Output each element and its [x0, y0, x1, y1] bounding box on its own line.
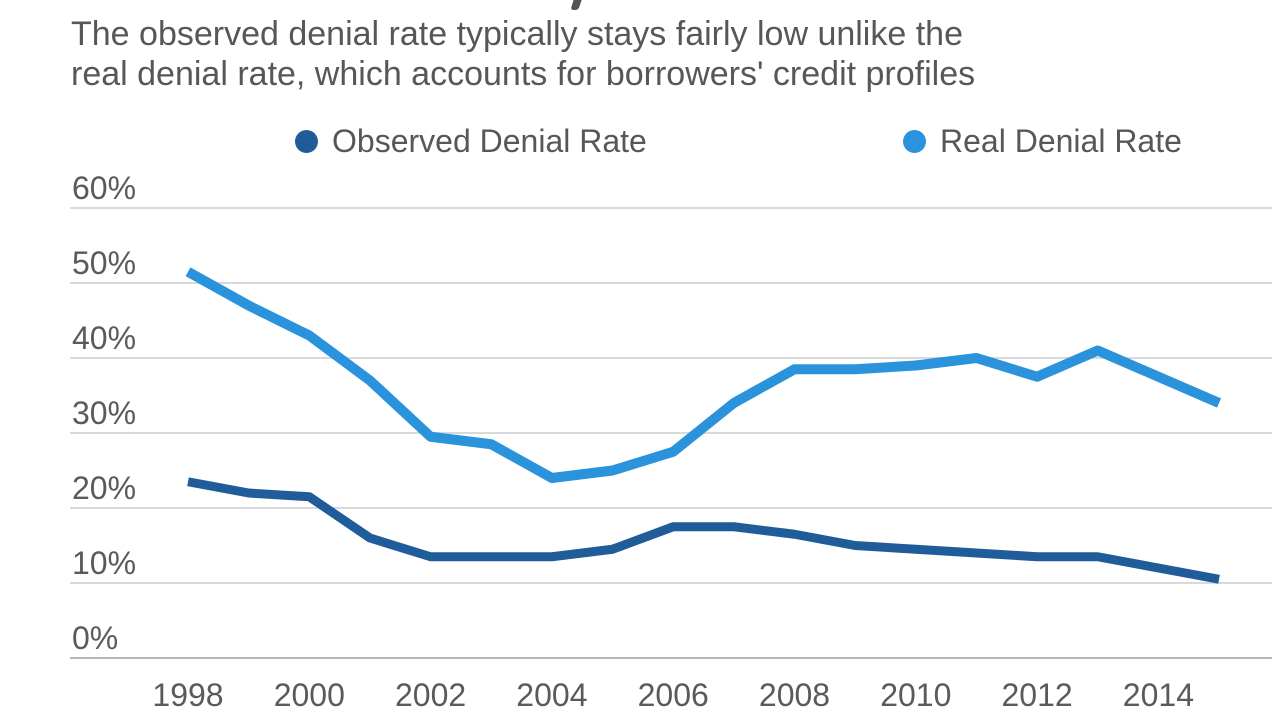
y-gridlines — [70, 207, 1272, 659]
legend-label-real: Real Denial Rate — [940, 122, 1182, 159]
chart-subtitle-line2: real denial rate, which accounts for bor… — [71, 55, 976, 93]
legend-item-observed-denial-rate: Observed Denial Rate — [295, 122, 647, 160]
y-tick-label: 10% — [72, 545, 136, 581]
x-tick-label: 2000 — [274, 677, 345, 713]
y-tick-label: 20% — [72, 470, 136, 506]
chart-legend: Observed Denial Rate Real Denial Rate — [0, 122, 1280, 160]
y-tick-label: 40% — [72, 320, 136, 356]
x-tick-label: 2002 — [395, 677, 466, 713]
x-tick-label: 2004 — [516, 677, 587, 713]
legend-item-real-denial-rate: Real Denial Rate — [903, 122, 1182, 160]
legend-dot-observed-icon — [295, 129, 318, 153]
x-tick-label: 1998 — [152, 677, 223, 713]
x-tick-label: 2006 — [638, 677, 709, 713]
x-tick-label: 2008 — [759, 677, 830, 713]
x-axis-labels: 1998 2000 2002 2004 2006 2008 2010 2012 2014 — [152, 677, 1194, 713]
y-tick-label: 60% — [72, 170, 136, 206]
chart-subtitle-line1: The observed denial rate typically stays… — [71, 15, 963, 53]
chart-subtitle: The observed denial rate typically stays… — [71, 14, 1231, 94]
x-tick-label: 2010 — [880, 677, 951, 713]
x-tick-label: 2014 — [1123, 677, 1194, 713]
real-denial-rate-line — [185, 267, 1222, 483]
y-tick-label: 0% — [72, 620, 118, 656]
x-tick-label: 2012 — [1002, 677, 1073, 713]
y-tick-label: 30% — [72, 395, 136, 431]
legend-dot-real-icon — [903, 129, 926, 153]
observed-denial-rate-line — [187, 477, 1220, 584]
legend-label-observed: Observed Denial Rate — [332, 122, 647, 159]
y-axis-labels: 0% 10% 20% 30% 40% 50% 60% — [72, 170, 136, 656]
y-tick-label: 50% — [72, 245, 136, 281]
